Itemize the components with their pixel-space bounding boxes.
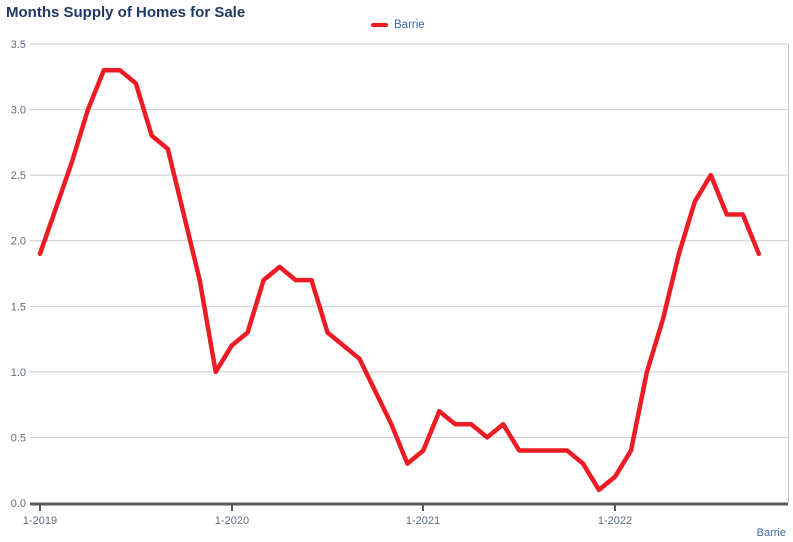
x-tick-label-1-2021: 1-2021	[406, 515, 440, 527]
x-tick-label-1-2019: 1-2019	[23, 515, 57, 527]
y-tick-label-2.5: 2.5	[11, 170, 26, 182]
legend[interactable]: Barrie	[371, 19, 425, 31]
x-tick-label-1-2022: 1-2022	[598, 515, 632, 527]
y-tick-label-1.5: 1.5	[11, 301, 26, 313]
y-tick-label-0.0: 0.0	[11, 498, 26, 510]
y-tick-label-0.5: 0.5	[11, 432, 26, 444]
chart-title: Months Supply of Homes for Sale	[6, 4, 246, 21]
y-tick-label-1.0: 1.0	[11, 367, 26, 379]
series-line-barrie	[37, 67, 762, 493]
x-tick-label-1-2020: 1-2020	[215, 515, 249, 527]
y-tick-label-3.5: 3.5	[11, 39, 26, 51]
y-tick-label-2.0: 2.0	[11, 236, 26, 248]
y-tick-label-3.0: 3.0	[11, 105, 26, 117]
series-footer-label: Barrie	[756, 527, 786, 539]
legend-label-barrie: Barrie	[394, 19, 425, 31]
legend-swatch-barrie	[371, 23, 388, 27]
